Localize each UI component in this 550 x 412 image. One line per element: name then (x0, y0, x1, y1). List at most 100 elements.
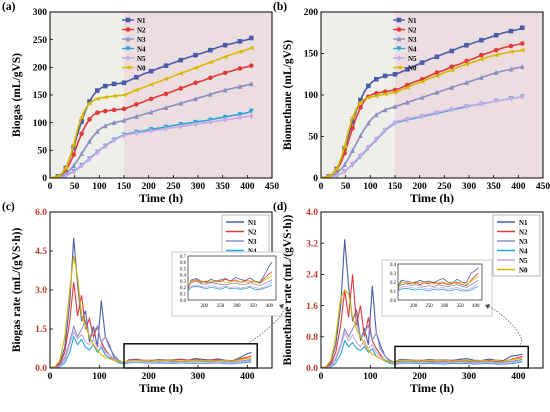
data-point-N0 (448, 67, 455, 73)
inset-series-line-N2 (188, 271, 273, 289)
data-point-N3 (358, 132, 363, 138)
x-axis-label: Time (h) (410, 191, 454, 205)
data-point-N0 (463, 61, 469, 67)
y-tick-label: 0.8 (306, 333, 318, 343)
data-point-N5 (71, 169, 76, 175)
x-tick-label: 150 (117, 182, 132, 192)
data-point-N3 (178, 100, 184, 106)
data-point-N0 (133, 87, 139, 93)
x-tick-label: 0 (319, 372, 324, 382)
data-point-N1 (449, 48, 455, 54)
x-tick-label: 250 (166, 182, 181, 192)
legend-marker (396, 17, 402, 23)
data-point-N2 (79, 131, 84, 137)
data-point-N5 (493, 97, 499, 104)
inset-y-tick-label: 0.0 (390, 299, 397, 304)
y-axis-label: Biogas (mL/gVS) (11, 53, 23, 137)
y-tick-label: 0.0 (306, 364, 318, 374)
data-point-N2 (148, 96, 154, 102)
series-line-N4 (321, 339, 523, 368)
data-point-N3 (405, 99, 410, 105)
data-point-N1 (366, 83, 371, 89)
data-point-N5 (87, 156, 92, 163)
data-point-N2 (237, 66, 243, 71)
y-tick-label: 2.4 (306, 271, 318, 281)
data-point-N3 (493, 69, 499, 75)
inset-y-tick-label: 0.3 (390, 272, 397, 277)
data-point-N3 (366, 120, 371, 126)
inset-series-line-N3 (398, 279, 479, 289)
legend-label: N4 (408, 46, 417, 54)
inset-y-tick-label: 0.7 (180, 255, 187, 260)
data-point-N5 (373, 136, 379, 142)
zoom-arrow-head (485, 304, 490, 309)
legend-marker (396, 27, 402, 32)
x-tick-label: 50 (70, 182, 80, 192)
data-point-N0 (102, 94, 108, 100)
x-tick-label: 450 (265, 182, 280, 192)
data-point-N2 (134, 102, 139, 107)
legend-marker (396, 36, 402, 42)
data-point-N5 (519, 93, 525, 100)
series-line-N5 (321, 331, 523, 368)
data-point-N3 (382, 107, 388, 113)
x-axis-label: Time (h) (139, 381, 183, 395)
data-point-N2 (71, 152, 76, 158)
legend-label: N0 (519, 267, 528, 275)
data-point-N0 (404, 85, 410, 90)
x-tick-label: 450 (536, 182, 550, 192)
legend-label: N0 (137, 65, 146, 73)
data-point-N3 (350, 147, 355, 153)
data-point-N2 (350, 125, 355, 131)
legend-marker (125, 65, 131, 70)
x-tick-label: 150 (388, 182, 403, 192)
x-tick-label: 100 (92, 182, 107, 192)
y-tick-label: 300 (33, 8, 48, 18)
data-point-N1 (350, 119, 355, 124)
data-point-N0 (121, 92, 127, 98)
data-point-N0 (222, 54, 228, 60)
data-point-N2 (493, 47, 499, 53)
data-point-N1 (134, 74, 139, 80)
x-tick-label: 400 (511, 372, 526, 382)
inset-x-tick-label: 250 (217, 304, 225, 309)
data-point-N1 (79, 119, 84, 124)
data-point-N0 (478, 57, 484, 62)
data-point-N2 (248, 63, 254, 68)
inset-y-tick-label: 0.0 (180, 299, 187, 304)
inset-y-tick-label: 0.2 (390, 281, 397, 286)
data-point-N2 (87, 117, 92, 122)
data-point-N3 (519, 63, 525, 70)
legend-label: N0 (408, 65, 417, 73)
data-point-N2 (102, 108, 108, 114)
inset-plot: 200 250 300 350 400 0.00.1 0.20.30.4 0.50.60.7 (171, 251, 287, 345)
y-tick-label: 4.5 (35, 247, 47, 257)
data-point-N5 (350, 160, 355, 167)
legend-marker (125, 55, 131, 61)
data-point-N5 (392, 119, 398, 126)
zoom-arrow (247, 305, 285, 345)
data-point-N2 (121, 106, 127, 112)
data-point-N5 (121, 132, 127, 139)
legend-marker (125, 17, 131, 23)
y-tick-label: 1.5 (35, 325, 47, 335)
data-point-N5 (464, 102, 469, 109)
data-point-N1 (464, 42, 469, 48)
x-tick-label: 300 (191, 182, 206, 192)
y-tick-label: 4.0 (306, 208, 318, 218)
data-point-N5 (342, 168, 347, 175)
data-point-N0 (177, 71, 184, 76)
x-tick-label: 100 (363, 372, 378, 382)
data-point-N5 (382, 126, 388, 133)
data-point-N5 (111, 137, 117, 144)
legend-label: N2 (137, 27, 146, 35)
legend-label: N3 (137, 36, 146, 44)
legend-marker (396, 65, 402, 70)
data-point-N1 (405, 66, 410, 72)
data-point-N2 (178, 86, 184, 91)
panel-label: (a) (2, 1, 16, 13)
y-tick-label: 200 (304, 8, 319, 18)
data-point-N5 (237, 114, 243, 121)
data-point-N0 (326, 174, 332, 178)
